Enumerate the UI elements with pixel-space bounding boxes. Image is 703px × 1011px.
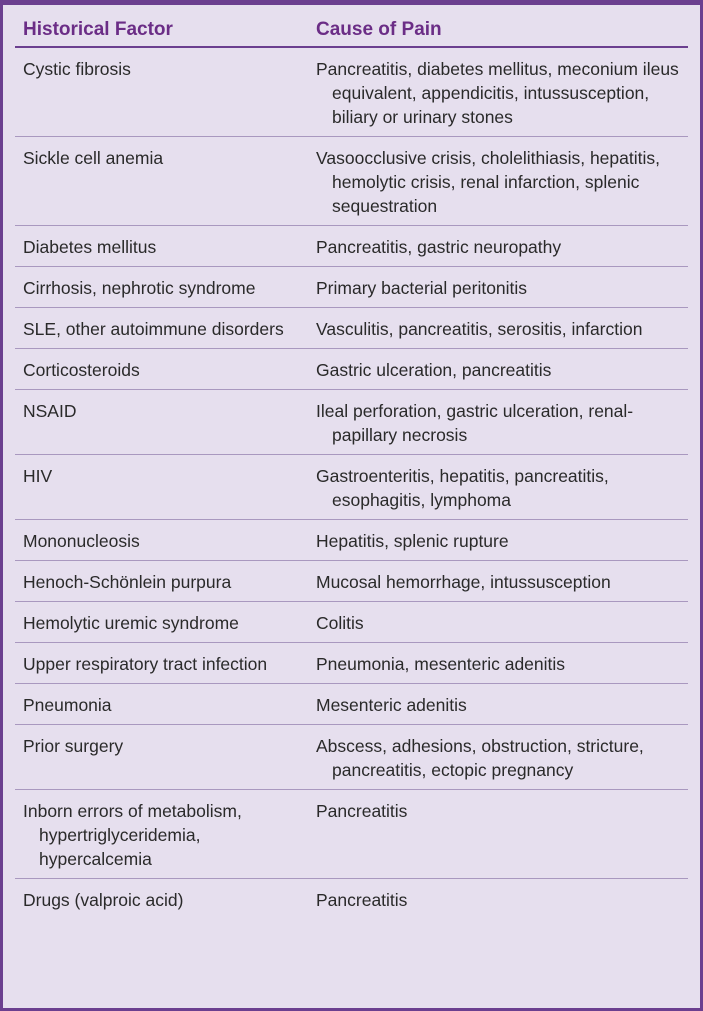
- cause-text: Vasculitis, pancreatitis, serositis, inf…: [316, 319, 643, 339]
- factor-text: Hemolytic uremic syndrome: [23, 613, 239, 633]
- table-row: Pneumonia Mesenteric adenitis: [15, 683, 688, 725]
- cause-cell: Vasculitis, pancreatitis, serositis, inf…: [308, 307, 688, 349]
- table-row: Corticosteroids Gastric ulceration, panc…: [15, 348, 688, 390]
- factor-cell: Henoch-Schönlein purpura: [15, 560, 308, 602]
- table-row: Hemolytic uremic syndrome Colitis: [15, 601, 688, 643]
- cause-cell: Vasoocclusive crisis, cholelithiasis, he…: [308, 136, 688, 226]
- table-row: Cirrhosis, nephrotic syndrome Primary ba…: [15, 266, 688, 308]
- cause-text: Colitis: [316, 613, 364, 633]
- cause-text: Pneumonia, mesenteric adenitis: [316, 654, 566, 674]
- cause-text: Abscess, adhesions, obstruction, strictu…: [316, 736, 644, 780]
- cause-text: Mucosal hemorrhage, intussusception: [316, 572, 611, 592]
- factor-text: Sickle cell anemia: [23, 148, 164, 168]
- table-header: Historical Factor Cause of Pain: [15, 11, 688, 48]
- cause-cell: Colitis: [308, 601, 688, 643]
- cause-cell: Ileal perforation, gastric ulceration, r…: [308, 389, 688, 455]
- factor-text: Mononucleosis: [23, 531, 140, 551]
- factor-cell: Prior surgery: [15, 724, 308, 790]
- factor-text: HIV: [23, 466, 53, 486]
- factor-cell: Corticosteroids: [15, 348, 308, 390]
- factor-text: Henoch-Schönlein purpura: [23, 572, 232, 592]
- cause-cell: Pancreatitis, gastric neuropathy: [308, 225, 688, 267]
- factor-text: Corticosteroids: [23, 360, 140, 380]
- factor-cell: Diabetes mellitus: [15, 225, 308, 267]
- cause-text: Pancreatitis: [316, 801, 408, 821]
- factor-cell: SLE, other autoimmune disorders: [15, 307, 308, 349]
- factor-text: Drugs (valproic acid): [23, 890, 184, 910]
- cause-cell: Primary bacterial peritonitis: [308, 266, 688, 308]
- cause-text: Primary bacterial peritonitis: [316, 278, 528, 298]
- table-row: Upper respiratory tract infection Pneumo…: [15, 642, 688, 684]
- factor-cell: Cirrhosis, nephrotic syndrome: [15, 266, 308, 308]
- factor-cell: Cystic fibrosis: [15, 47, 308, 137]
- factor-cell: Inborn errors of metabolism, hypertrigly…: [15, 789, 308, 879]
- table-body: Cystic fibrosis Pancreatitis, diabetes m…: [15, 47, 688, 919]
- cause-text: Gastric ulceration, pancreatitis: [316, 360, 552, 380]
- cause-text: Ileal perforation, gastric ulceration, r…: [316, 401, 634, 445]
- cause-text: Hepatitis, splenic rupture: [316, 531, 509, 551]
- table-row: Inborn errors of metabolism, hypertrigly…: [15, 789, 688, 879]
- factor-cell: HIV: [15, 454, 308, 520]
- factor-text: Prior surgery: [23, 736, 124, 756]
- factor-cell: Sickle cell anemia: [15, 136, 308, 226]
- table-row: Sickle cell anemia Vasoocclusive crisis,…: [15, 136, 688, 226]
- cause-cell: Pancreatitis, diabetes mellitus, meconiu…: [308, 47, 688, 137]
- factor-text: Pneumonia: [23, 695, 112, 715]
- table-row: NSAID Ileal perforation, gastric ulcerat…: [15, 389, 688, 455]
- table-row: Drugs (valproic acid) Pancreatitis: [15, 879, 688, 920]
- cause-cell: Pancreatitis: [308, 879, 688, 920]
- table-row: SLE, other autoimmune disorders Vasculit…: [15, 307, 688, 349]
- factor-cell: Upper respiratory tract infection: [15, 642, 308, 684]
- cause-cell: Pancreatitis: [308, 789, 688, 879]
- factor-text: NSAID: [23, 401, 77, 421]
- factor-cell: Drugs (valproic acid): [15, 879, 308, 920]
- factor-text: Upper respiratory tract infection: [23, 654, 268, 674]
- cause-cell: Hepatitis, splenic rupture: [308, 519, 688, 561]
- cause-text: Pancreatitis: [316, 890, 408, 910]
- factor-cell: NSAID: [15, 389, 308, 455]
- table-row: Prior surgery Abscess, adhesions, obstru…: [15, 724, 688, 790]
- header-cause-of-pain: Cause of Pain: [308, 11, 688, 48]
- cause-cell: Pneumonia, mesenteric adenitis: [308, 642, 688, 684]
- cause-cell: Mucosal hemorrhage, intussusception: [308, 560, 688, 602]
- cause-cell: Gastroenteritis, hepatitis, pancreatitis…: [308, 454, 688, 520]
- factor-cell: Pneumonia: [15, 683, 308, 725]
- factor-text: Cirrhosis, nephrotic syndrome: [23, 278, 256, 298]
- table-row: HIV Gastroenteritis, hepatitis, pancreat…: [15, 454, 688, 520]
- table-row: Diabetes mellitus Pancreatitis, gastric …: [15, 225, 688, 267]
- cause-text: Mesenteric adenitis: [316, 695, 467, 715]
- table-row: Cystic fibrosis Pancreatitis, diabetes m…: [15, 47, 688, 137]
- factor-text: Inborn errors of metabolism, hypertrigly…: [23, 801, 242, 869]
- table-row: Henoch-Schönlein purpura Mucosal hemorrh…: [15, 560, 688, 602]
- header-row: Historical Factor Cause of Pain: [15, 11, 688, 48]
- table-row: Mononucleosis Hepatitis, splenic rupture: [15, 519, 688, 561]
- cause-text: Pancreatitis, gastric neuropathy: [316, 237, 562, 257]
- cause-cell: Gastric ulceration, pancreatitis: [308, 348, 688, 390]
- header-historical-factor: Historical Factor: [15, 11, 308, 48]
- factor-cell: Mononucleosis: [15, 519, 308, 561]
- cause-text: Pancreatitis, diabetes mellitus, meconiu…: [316, 59, 679, 127]
- historical-factors-table: Historical Factor Cause of Pain Cystic f…: [15, 11, 688, 919]
- factor-cell: Hemolytic uremic syndrome: [15, 601, 308, 643]
- cause-cell: Mesenteric adenitis: [308, 683, 688, 725]
- factor-text: Diabetes mellitus: [23, 237, 157, 257]
- cause-text: Vasoocclusive crisis, cholelithiasis, he…: [316, 148, 660, 216]
- cause-cell: Abscess, adhesions, obstruction, strictu…: [308, 724, 688, 790]
- factor-text: SLE, other autoimmune disorders: [23, 319, 284, 339]
- factor-text: Cystic fibrosis: [23, 59, 131, 79]
- cause-text: Gastroenteritis, hepatitis, pancreatitis…: [316, 466, 609, 510]
